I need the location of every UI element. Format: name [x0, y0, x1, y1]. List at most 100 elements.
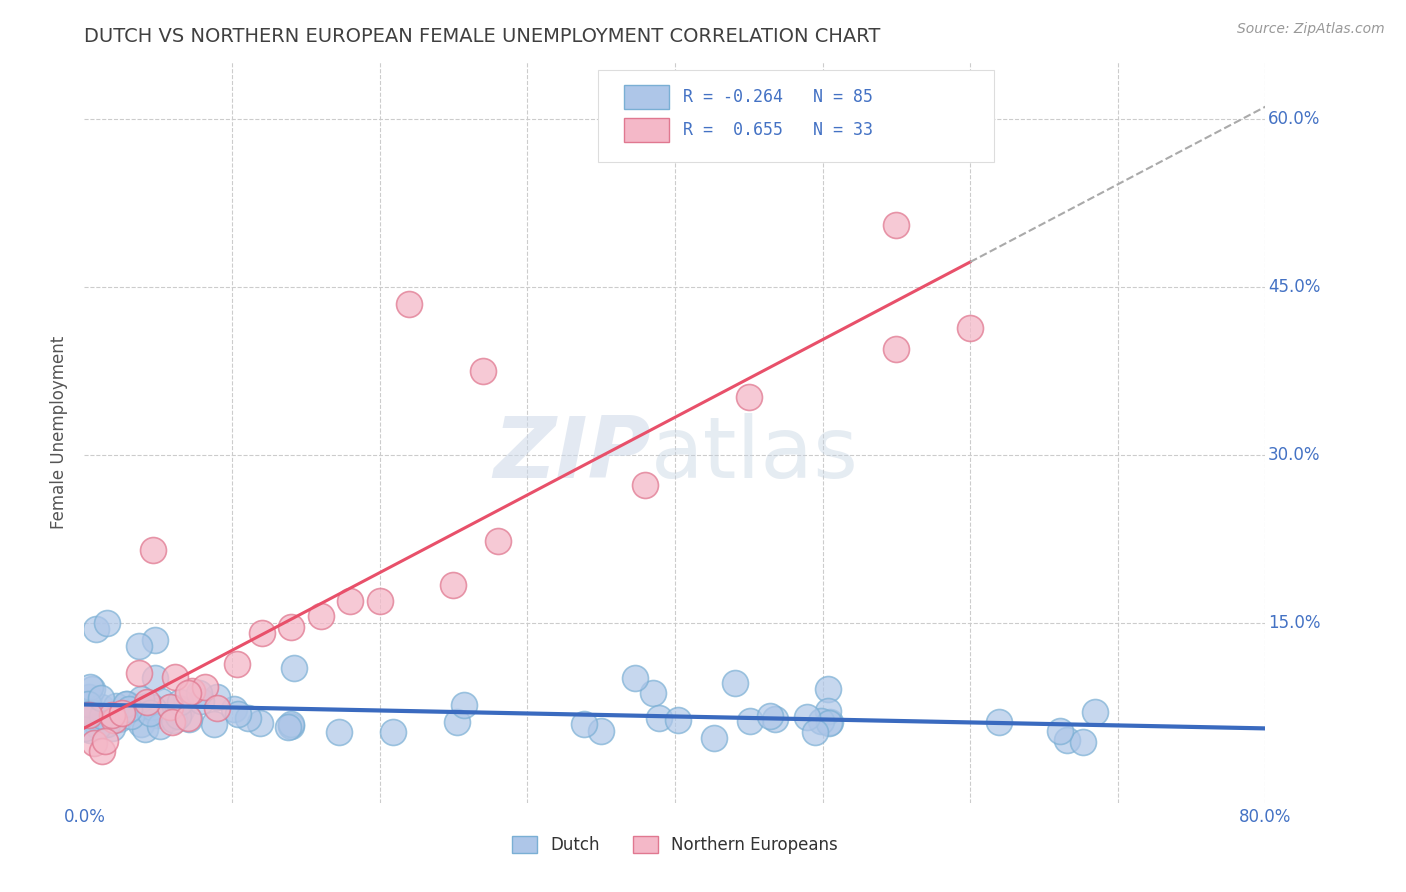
Point	[163, 714, 186, 728]
Point	[167, 701, 190, 715]
Point	[796, 709, 818, 723]
Point	[167, 708, 190, 723]
Point	[959, 320, 981, 334]
Point	[703, 731, 725, 745]
Point	[180, 684, 202, 698]
Text: DUTCH VS NORTHERN EUROPEAN FEMALE UNEMPLOYMENT CORRELATION CHART: DUTCH VS NORTHERN EUROPEAN FEMALE UNEMPL…	[84, 27, 880, 45]
Point	[111, 706, 134, 720]
Point	[105, 698, 128, 713]
Point	[177, 712, 200, 726]
Point	[143, 633, 166, 648]
Point	[810, 714, 832, 728]
Point	[131, 691, 153, 706]
Point	[647, 711, 669, 725]
Point	[738, 714, 761, 728]
Point	[818, 715, 841, 730]
FancyBboxPatch shape	[598, 70, 994, 162]
Point	[96, 717, 118, 731]
Point	[149, 694, 172, 708]
Point	[886, 342, 908, 356]
Point	[169, 695, 191, 709]
Point	[194, 680, 217, 694]
Point	[96, 616, 118, 631]
Point	[128, 665, 150, 680]
Text: 30.0%: 30.0%	[1268, 446, 1320, 464]
Text: R =  0.655   N = 33: R = 0.655 N = 33	[683, 120, 873, 139]
Point	[84, 710, 107, 724]
Point	[188, 686, 211, 700]
Point	[202, 717, 225, 731]
Point	[108, 712, 131, 726]
Point	[117, 697, 139, 711]
Point	[87, 719, 110, 733]
Point	[724, 676, 747, 690]
Point	[145, 708, 167, 723]
Point	[280, 717, 302, 731]
Point	[143, 704, 166, 718]
Bar	[624, 86, 669, 109]
Point	[398, 296, 420, 310]
Point	[624, 671, 647, 685]
Point	[159, 700, 181, 714]
Point	[309, 609, 332, 624]
Point	[128, 639, 150, 653]
Text: 60.0%: 60.0%	[1268, 110, 1320, 128]
Point	[589, 724, 612, 739]
Point	[339, 594, 361, 608]
Point	[283, 661, 305, 675]
Point	[159, 711, 181, 725]
Point	[141, 699, 163, 714]
Point	[79, 723, 101, 737]
Point	[472, 364, 495, 378]
Point	[224, 702, 246, 716]
Point	[177, 711, 200, 725]
Point	[134, 722, 156, 736]
Point	[738, 390, 761, 404]
Point	[170, 703, 193, 717]
Point	[277, 720, 299, 734]
Point	[177, 686, 200, 700]
Point	[666, 714, 689, 728]
Point	[280, 718, 302, 732]
Point	[77, 706, 100, 721]
Point	[94, 734, 117, 748]
Point	[207, 690, 229, 704]
Point	[94, 717, 117, 731]
Point	[101, 707, 124, 722]
Text: Source: ZipAtlas.com: Source: ZipAtlas.com	[1237, 22, 1385, 37]
Text: R = -0.264   N = 85: R = -0.264 N = 85	[683, 88, 873, 106]
Point	[77, 697, 100, 711]
Point	[118, 702, 141, 716]
Point	[190, 694, 212, 708]
Point	[381, 725, 404, 739]
Point	[763, 712, 786, 726]
Point	[129, 717, 152, 731]
Text: 45.0%: 45.0%	[1268, 277, 1320, 296]
Point	[1056, 732, 1078, 747]
Point	[572, 717, 595, 731]
Point	[1073, 735, 1095, 749]
Point	[90, 700, 112, 714]
Point	[886, 218, 908, 232]
Point	[163, 670, 186, 684]
Point	[139, 706, 162, 720]
Point	[368, 594, 391, 608]
Point	[160, 714, 183, 729]
Point	[90, 708, 112, 723]
Point	[148, 719, 170, 733]
Point	[79, 707, 101, 722]
Point	[135, 698, 157, 713]
Point	[817, 681, 839, 696]
Point	[80, 706, 103, 720]
Point	[226, 657, 249, 671]
Text: ZIP: ZIP	[494, 413, 651, 496]
Point	[641, 686, 664, 700]
Y-axis label: Female Unemployment: Female Unemployment	[51, 336, 69, 529]
Point	[443, 577, 465, 591]
Point	[236, 711, 259, 725]
Point	[91, 744, 114, 758]
Point	[817, 704, 839, 718]
Point	[142, 543, 165, 558]
Point	[804, 724, 827, 739]
Point	[83, 735, 105, 749]
